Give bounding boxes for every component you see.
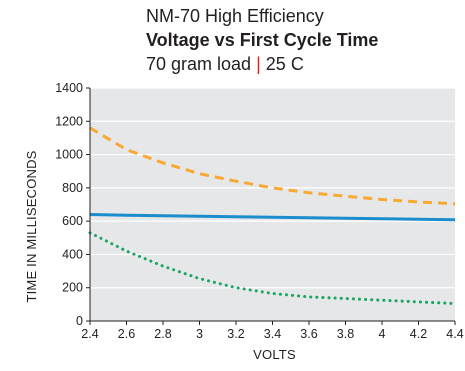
- x-tick-label: 4: [379, 327, 386, 341]
- x-tick-label: 3.2: [227, 327, 244, 341]
- x-tick-label: 3.8: [337, 327, 354, 341]
- chart-supertitle: NM-70 High Efficiency: [146, 6, 324, 26]
- x-tick-label: 2.8: [154, 327, 171, 341]
- y-tick-label: 1200: [55, 114, 83, 128]
- y-tick-label: 1400: [55, 81, 83, 95]
- subtitle-temperature: 25 C: [265, 54, 304, 74]
- x-tick-label: 2.6: [118, 327, 135, 341]
- y-tick-label: 600: [62, 214, 83, 228]
- x-tick-label: 2.4: [81, 327, 98, 341]
- x-tick-label: 4.2: [410, 327, 427, 341]
- y-tick-label: 400: [62, 247, 83, 261]
- y-tick-label: 800: [62, 181, 83, 195]
- subtitle-load: 70 gram load: [146, 54, 252, 74]
- chart-title: Voltage vs First Cycle Time: [146, 30, 379, 50]
- x-tick-label: 4.4: [446, 327, 463, 341]
- plot-area: [90, 88, 455, 321]
- chart-subtitle: 70 gram load | 25 C: [146, 52, 378, 76]
- y-tick-label: 0: [76, 314, 83, 328]
- subtitle-separator: |: [256, 54, 261, 74]
- y-tick-label: 200: [62, 281, 83, 295]
- x-tick-label: 3.4: [264, 327, 281, 341]
- series-line-2: [89, 213, 456, 222]
- chart-titles: NM-70 High Efficiency Voltage vs First C…: [146, 4, 378, 76]
- series-line-3: [88, 231, 457, 305]
- series-line-1: [89, 126, 456, 206]
- x-tick-label: 3.6: [300, 327, 317, 341]
- x-axis-label: VOLTS: [253, 347, 296, 362]
- y-tick-label: 1000: [55, 148, 83, 162]
- y-axis-label: TIME IN MILLISECONDS: [24, 150, 39, 302]
- x-tick-label: 3: [196, 327, 203, 341]
